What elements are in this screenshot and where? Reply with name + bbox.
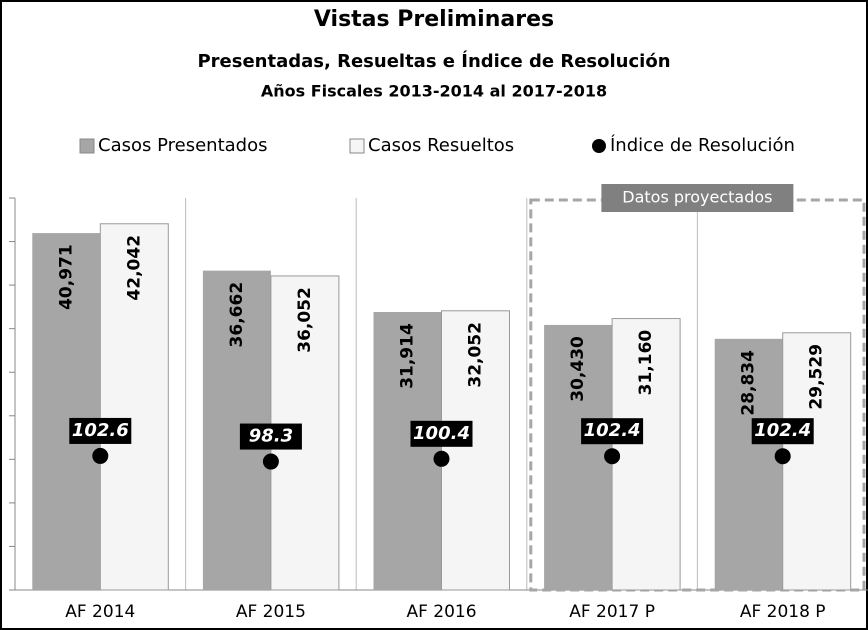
bar: [782, 332, 852, 591]
data-label: 29,529: [807, 344, 827, 410]
bar: [32, 233, 101, 591]
index-label-box: [239, 423, 302, 450]
x-tick-label: AF 2014: [65, 602, 135, 622]
legend-marker: [349, 138, 365, 154]
bar: [441, 310, 510, 591]
annotation-box: [601, 184, 794, 212]
index-label-box: [581, 418, 644, 445]
legend-label: Casos Presentados: [98, 135, 267, 156]
x-tick-label: AF 2018 P: [740, 602, 826, 622]
x-tick-label: AF 2017 P: [569, 602, 655, 622]
data-label: 28,834: [739, 350, 759, 416]
data-label: 40,971: [56, 244, 76, 310]
data-label: 98.3: [249, 426, 293, 447]
bar: [544, 324, 613, 590]
data-label: 36,662: [227, 282, 247, 348]
data-label: 31,914: [398, 323, 418, 389]
data-label: 102.4: [754, 420, 811, 441]
index-point: [262, 453, 279, 470]
index-point: [433, 450, 450, 467]
bar: [99, 223, 169, 591]
projection-box: [529, 198, 866, 592]
data-label: 36,052: [295, 287, 315, 353]
chart-title: Vistas Preliminares: [314, 7, 554, 32]
bar: [611, 318, 681, 591]
bar: [373, 311, 442, 590]
data-label: 42,042: [124, 235, 144, 301]
index-label-box: [69, 417, 132, 444]
x-tick-label: AF 2016: [406, 602, 476, 622]
chart-subtitle: Años Fiscales 2013-2014 al 2017-2018: [261, 82, 607, 101]
chart-subtitle: Presentadas, Resueltas e Índice de Resol…: [197, 50, 670, 72]
data-label: 102.6: [72, 420, 129, 441]
annotation: Datos proyectados: [622, 188, 772, 207]
legend-marker: [592, 139, 606, 153]
legend-label: Casos Resueltos: [368, 135, 514, 156]
legend-label: Índice de Resolución: [610, 134, 795, 156]
data-label: 32,052: [466, 322, 486, 388]
index-label-box: [410, 420, 473, 447]
data-label: 31,160: [636, 330, 656, 396]
index-point: [92, 447, 109, 464]
data-label: 102.4: [584, 420, 641, 441]
data-label: 30,430: [568, 336, 588, 402]
legend-marker: [79, 138, 95, 154]
bar: [714, 338, 783, 590]
data-label: 100.4: [413, 423, 470, 444]
index-point: [774, 448, 791, 465]
index-point: [604, 448, 621, 465]
index-label-box: [751, 418, 814, 445]
x-tick-label: AF 2015: [236, 602, 306, 622]
